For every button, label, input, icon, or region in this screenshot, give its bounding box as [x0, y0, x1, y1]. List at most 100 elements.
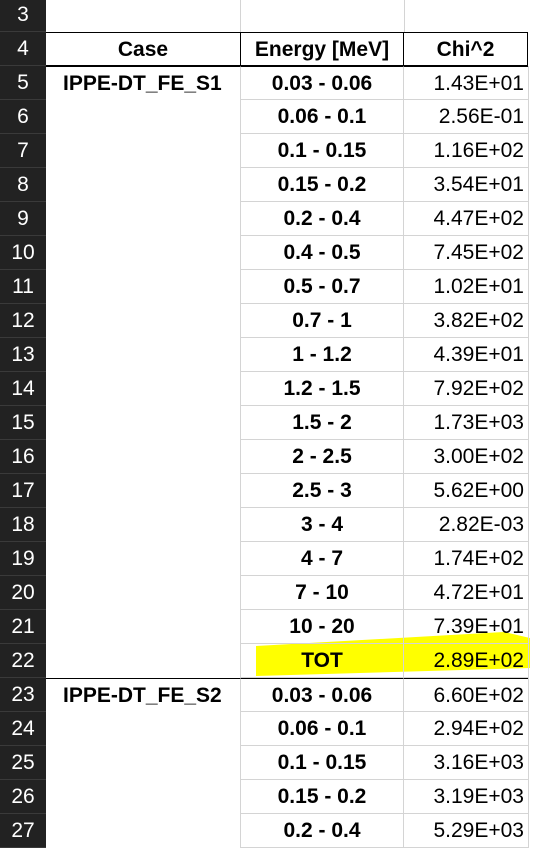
- cell-energy[interactable]: 3 - 4: [240, 508, 404, 542]
- cell-case[interactable]: [46, 542, 240, 576]
- cell-extra[interactable]: [528, 576, 558, 610]
- cell-energy[interactable]: 7 - 10: [240, 576, 404, 610]
- row-number[interactable]: 21: [0, 610, 46, 644]
- cell-chi[interactable]: 1.43E+01: [404, 66, 528, 100]
- row-number[interactable]: 12: [0, 304, 46, 338]
- cell-case[interactable]: [46, 236, 240, 270]
- cell-extra[interactable]: [528, 100, 558, 134]
- row-number[interactable]: 7: [0, 134, 46, 168]
- row-number[interactable]: 5: [0, 66, 46, 100]
- row-number[interactable]: 26: [0, 780, 46, 814]
- cell-case[interactable]: [46, 304, 240, 338]
- cell-case[interactable]: [46, 610, 240, 644]
- cell-extra[interactable]: [528, 304, 558, 338]
- cell-case[interactable]: [46, 440, 240, 474]
- cell-chi[interactable]: 2.89E+02: [404, 644, 528, 678]
- cell-case[interactable]: [46, 338, 240, 372]
- cell-chi[interactable]: 7.39E+01: [404, 610, 528, 644]
- header-chi[interactable]: Chi^2: [404, 32, 528, 66]
- cell-chi[interactable]: 4.72E+01: [404, 576, 528, 610]
- cell-case[interactable]: [46, 474, 240, 508]
- cell-energy[interactable]: TOT: [240, 644, 404, 678]
- cell-extra[interactable]: [528, 542, 558, 576]
- row-number[interactable]: 17: [0, 474, 46, 508]
- row-number[interactable]: 3: [0, 0, 46, 32]
- cell-extra[interactable]: [528, 32, 558, 66]
- row-number[interactable]: 8: [0, 168, 46, 202]
- cell-energy[interactable]: 0.03 - 0.06: [240, 66, 404, 100]
- cell-extra[interactable]: [528, 644, 558, 678]
- cell-case[interactable]: [46, 100, 240, 134]
- row-number[interactable]: 11: [0, 270, 46, 304]
- row-number[interactable]: 9: [0, 202, 46, 236]
- cell-extra[interactable]: [528, 0, 558, 32]
- cell-case[interactable]: [46, 134, 240, 168]
- cell-case[interactable]: [46, 508, 240, 542]
- cell-chi[interactable]: 1.16E+02: [404, 134, 528, 168]
- row-number[interactable]: 19: [0, 542, 46, 576]
- cell-extra[interactable]: [528, 746, 558, 780]
- cell-extra[interactable]: [528, 66, 558, 100]
- cell-energy[interactable]: 0.7 - 1: [240, 304, 404, 338]
- cell-energy[interactable]: 0.5 - 0.7: [240, 270, 404, 304]
- header-case[interactable]: Case: [46, 32, 240, 66]
- cell-energy[interactable]: 0.06 - 0.1: [240, 100, 404, 134]
- cell-chi[interactable]: 3.16E+03: [404, 746, 528, 780]
- cell-extra[interactable]: [528, 712, 558, 746]
- cell-extra[interactable]: [528, 474, 558, 508]
- cell-energy[interactable]: 0.15 - 0.2: [240, 168, 404, 202]
- cell-case[interactable]: [46, 0, 240, 32]
- cell-chi[interactable]: 3.54E+01: [404, 168, 528, 202]
- cell-case[interactable]: [46, 746, 240, 780]
- cell-extra[interactable]: [528, 202, 558, 236]
- cell-energy[interactable]: 1.2 - 1.5: [240, 372, 404, 406]
- cell-chi[interactable]: 2.94E+02: [404, 712, 528, 746]
- cell-extra[interactable]: [528, 236, 558, 270]
- cell-chi[interactable]: 6.60E+02: [404, 678, 528, 712]
- cell-chi[interactable]: 2.56E-01: [404, 100, 528, 134]
- cell-energy[interactable]: 0.03 - 0.06: [240, 678, 404, 712]
- cell-extra[interactable]: [528, 338, 558, 372]
- row-number[interactable]: 4: [0, 32, 46, 66]
- cell-case[interactable]: [46, 406, 240, 440]
- cell-case[interactable]: [46, 814, 240, 848]
- cell-extra[interactable]: [528, 440, 558, 474]
- cell-chi[interactable]: 7.92E+02: [404, 372, 528, 406]
- cell-extra[interactable]: [528, 372, 558, 406]
- cell-extra[interactable]: [528, 270, 558, 304]
- cell-chi[interactable]: 3.19E+03: [404, 780, 528, 814]
- cell-case[interactable]: [46, 168, 240, 202]
- cell-energy[interactable]: 1 - 1.2: [240, 338, 404, 372]
- cell-energy[interactable]: 2.5 - 3: [240, 474, 404, 508]
- row-number[interactable]: 24: [0, 712, 46, 746]
- row-number[interactable]: 20: [0, 576, 46, 610]
- cell-energy[interactable]: 1.5 - 2: [240, 406, 404, 440]
- cell-energy[interactable]: 10 - 20: [240, 610, 404, 644]
- cell-chi[interactable]: 3.82E+02: [404, 304, 528, 338]
- cell-energy[interactable]: 0.1 - 0.15: [240, 746, 404, 780]
- cell-chi[interactable]: 5.62E+00: [404, 474, 528, 508]
- cell-energy[interactable]: 0.06 - 0.1: [240, 712, 404, 746]
- cell-case[interactable]: IPPE-DT_FE_S1: [46, 66, 240, 100]
- cell-case[interactable]: [46, 270, 240, 304]
- cell-chi[interactable]: 2.82E-03: [404, 508, 528, 542]
- cell-chi[interactable]: 5.29E+03: [404, 814, 528, 848]
- row-number[interactable]: 6: [0, 100, 46, 134]
- cell-chi[interactable]: 7.45E+02: [404, 236, 528, 270]
- row-number[interactable]: 27: [0, 814, 46, 848]
- cell-energy[interactable]: 4 - 7: [240, 542, 404, 576]
- cell-energy[interactable]: [240, 0, 404, 32]
- cell-chi[interactable]: 4.47E+02: [404, 202, 528, 236]
- cell-case[interactable]: [46, 576, 240, 610]
- cell-energy[interactable]: 0.4 - 0.5: [240, 236, 404, 270]
- row-number[interactable]: 22: [0, 644, 46, 678]
- cell-extra[interactable]: [528, 610, 558, 644]
- cell-case[interactable]: [46, 780, 240, 814]
- row-number[interactable]: 10: [0, 236, 46, 270]
- cell-case[interactable]: [46, 712, 240, 746]
- cell-energy[interactable]: 0.2 - 0.4: [240, 202, 404, 236]
- cell-energy[interactable]: 2 - 2.5: [240, 440, 404, 474]
- row-number[interactable]: 14: [0, 372, 46, 406]
- cell-energy[interactable]: 0.1 - 0.15: [240, 134, 404, 168]
- cell-chi[interactable]: 1.74E+02: [404, 542, 528, 576]
